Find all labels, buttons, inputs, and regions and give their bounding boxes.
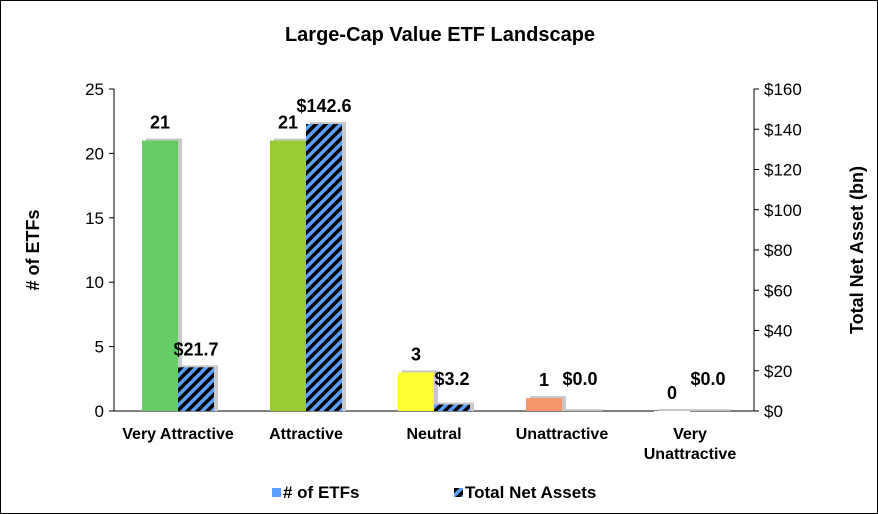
bar-shadow [694,409,730,411]
category-label: Very [673,426,707,443]
right-tick-label: $80 [764,241,792,260]
right-tick-label: $160 [764,80,802,99]
right-tick-label: $120 [764,161,802,180]
left-tick-label: 0 [95,402,104,421]
bar-etf-count [398,372,434,411]
bar-shadow [566,409,602,411]
bar-etf-count [142,140,178,411]
category-label: Very Attractive [122,426,234,443]
legend-label-etf-count: # of ETFs [283,483,360,502]
bar-etf-count [526,398,562,411]
left-tick-label: 5 [95,338,104,357]
bar-net-assets [178,367,214,411]
right-axis-title: Total Net Asset (bn) [847,166,867,334]
category-label: Unattractive [516,426,609,443]
legend-swatch-net-assets [454,488,463,497]
right-tick-label: $140 [764,120,802,139]
bars: 21$21.721$142.63$3.2 1 $0.00$0.0 [142,96,730,412]
left-axis-ticks: 0 5 10 15 20 25 [85,80,114,421]
data-label-net-assets: $0.0 [690,369,725,389]
bar-shadow [658,409,694,411]
left-axis-title: # of ETFs [23,209,43,290]
data-label-etf-count: 3 [411,344,421,364]
legend-label-net-assets: Total Net Assets [465,483,596,502]
data-label-etf-count: 21 [150,113,170,133]
bar-net-assets [434,404,470,411]
category-label: Neutral [406,426,461,443]
category-labels: Very Attractive Attractive Neutral Unattrac… [122,426,736,463]
data-label-net-assets: $0.0 [562,369,597,389]
right-axis-ticks: $0 $20 $40 $60 $80 $100 $120 $140 $160 [754,80,802,421]
category-label: Attractive [269,426,343,443]
chart-title: Large-Cap Value ETF Landscape [285,24,595,46]
left-tick-label: 25 [85,80,104,99]
right-tick-label: $0 [764,402,783,421]
left-tick-label: 20 [85,144,104,163]
data-label-etf-count: 0 [667,383,677,403]
data-label-net-assets: $3.2 [434,369,469,389]
right-tick-label: $20 [764,362,792,381]
left-tick-label: 15 [85,209,104,228]
legend: # of ETFs Total Net Assets [272,483,596,502]
legend-swatch-etf-count [272,488,281,497]
data-label-etf-count: 1 [539,370,549,390]
bar-net-assets [306,124,342,411]
bar-etf-count [270,140,306,411]
data-label-etf-count: 21 [278,113,298,133]
right-tick-label: $40 [764,322,792,341]
right-tick-label: $100 [764,201,802,220]
category-label: Unattractive [644,446,737,463]
data-label-net-assets: $21.7 [173,339,218,359]
bar-etf-count [654,411,690,412]
left-tick-label: 10 [85,273,104,292]
data-label-net-assets: $142.6 [296,96,351,116]
right-tick-label: $60 [764,281,792,300]
